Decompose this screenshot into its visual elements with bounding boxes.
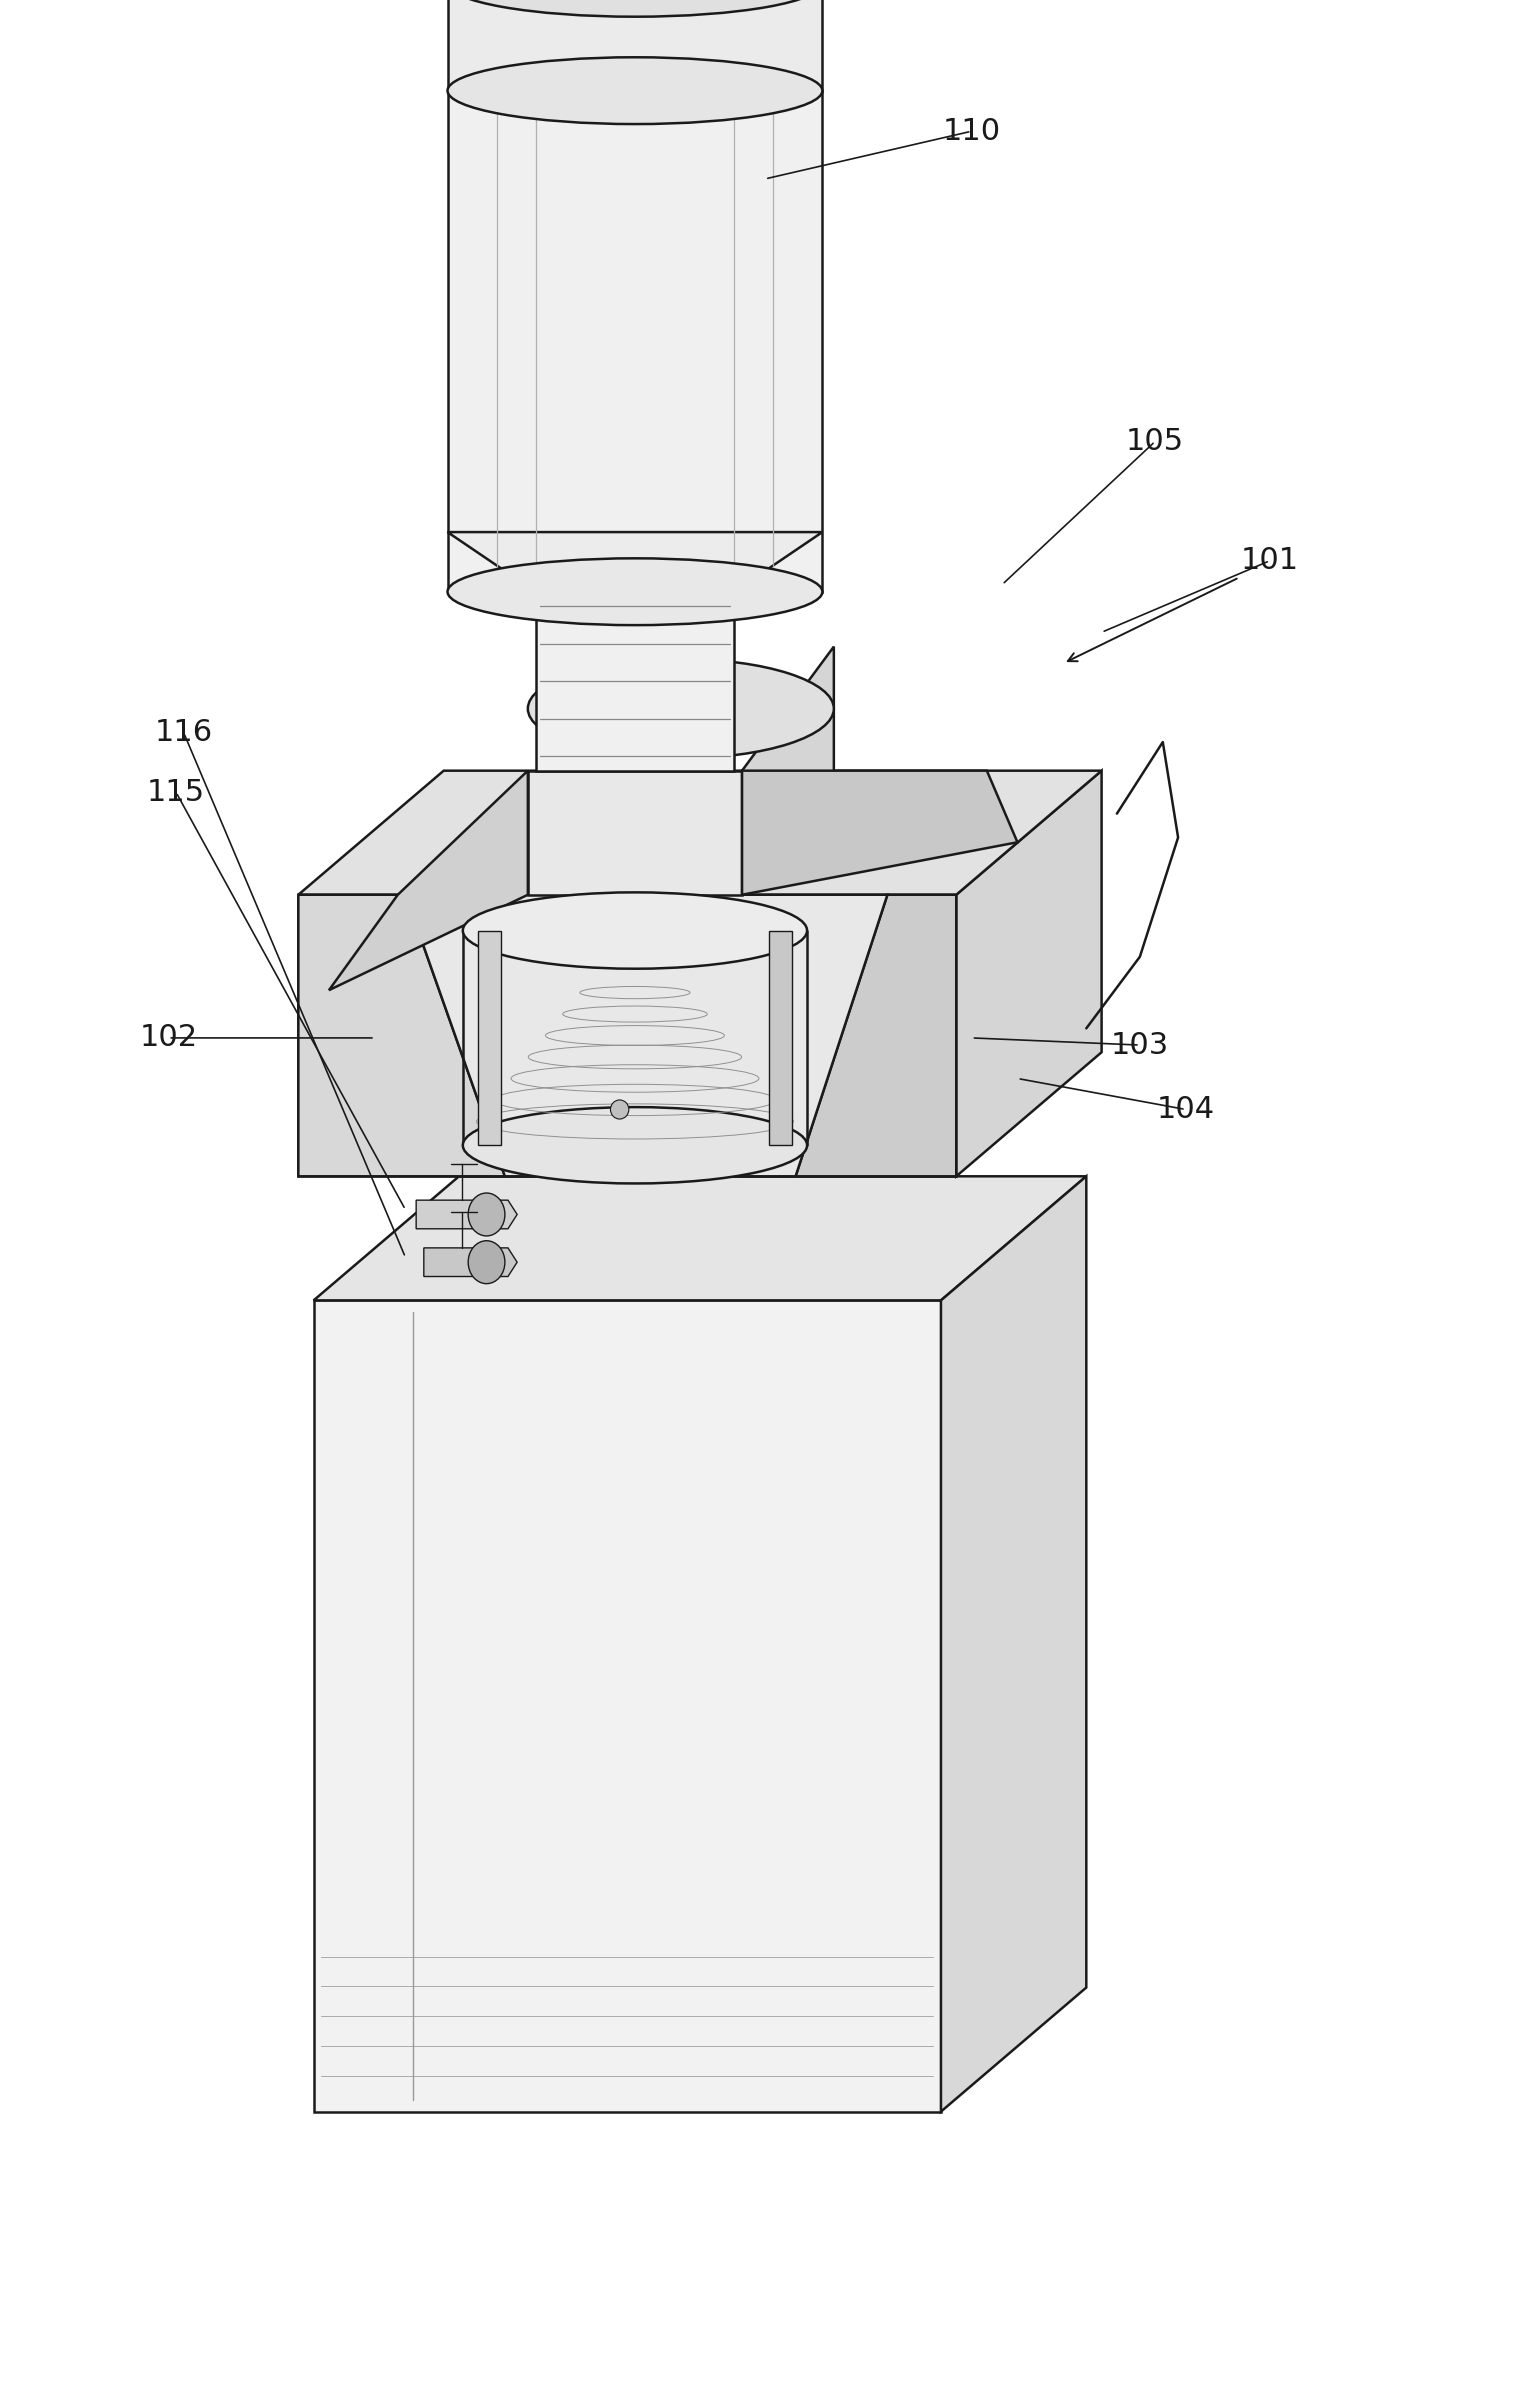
Polygon shape <box>528 771 742 895</box>
Polygon shape <box>405 895 887 1176</box>
Ellipse shape <box>468 1193 505 1236</box>
Ellipse shape <box>447 57 822 124</box>
Polygon shape <box>768 931 793 1145</box>
Text: 115: 115 <box>147 778 205 806</box>
Ellipse shape <box>610 1100 629 1119</box>
Polygon shape <box>956 771 1102 1176</box>
Text: 110: 110 <box>942 117 1001 146</box>
Polygon shape <box>796 895 956 1176</box>
Ellipse shape <box>462 892 808 969</box>
Polygon shape <box>447 0 823 91</box>
Text: 116: 116 <box>155 718 213 747</box>
Polygon shape <box>477 931 502 1145</box>
Polygon shape <box>314 1300 941 2112</box>
Polygon shape <box>742 647 834 895</box>
Polygon shape <box>462 1145 808 1152</box>
Ellipse shape <box>528 659 834 759</box>
Text: 105: 105 <box>1126 427 1184 456</box>
Polygon shape <box>329 771 528 990</box>
Polygon shape <box>416 1200 517 1229</box>
Polygon shape <box>424 1248 517 1277</box>
Ellipse shape <box>462 1107 808 1183</box>
Text: 104: 104 <box>1157 1095 1215 1124</box>
Ellipse shape <box>447 0 822 17</box>
Polygon shape <box>941 1176 1086 2112</box>
Polygon shape <box>298 895 505 1176</box>
Polygon shape <box>298 771 1102 895</box>
Polygon shape <box>536 592 734 771</box>
Polygon shape <box>447 532 823 592</box>
Polygon shape <box>447 91 823 592</box>
Polygon shape <box>298 895 956 1176</box>
Ellipse shape <box>468 1241 505 1284</box>
Text: 102: 102 <box>139 1024 197 1052</box>
Polygon shape <box>742 771 1017 895</box>
Ellipse shape <box>447 558 822 625</box>
Polygon shape <box>314 1176 1086 1300</box>
Text: 101: 101 <box>1241 546 1299 575</box>
Text: 103: 103 <box>1111 1031 1169 1059</box>
